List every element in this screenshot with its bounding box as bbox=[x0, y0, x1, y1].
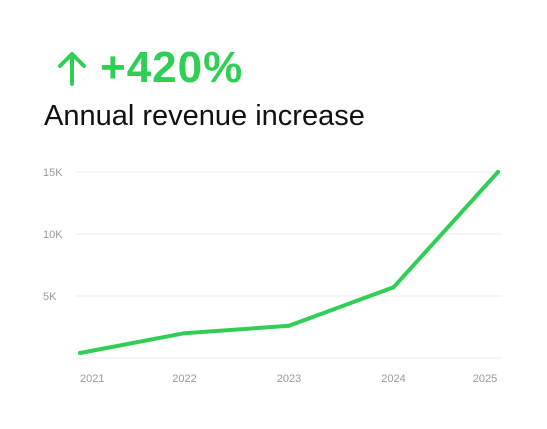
gridlines bbox=[76, 171, 502, 359]
data-point bbox=[496, 170, 500, 174]
metric-value: +420% bbox=[100, 43, 244, 92]
headline: +420% bbox=[54, 44, 243, 92]
x-tick-label: 2025 bbox=[473, 373, 497, 385]
x-axis-tick-labels: 2021 2022 2023 2024 2025 bbox=[80, 373, 497, 385]
x-tick-label: 2021 bbox=[80, 373, 104, 385]
y-tick-label: 15K bbox=[43, 167, 63, 179]
x-tick-label: 2023 bbox=[277, 373, 301, 385]
chart-subtitle: Annual revenue increase bbox=[44, 100, 365, 132]
y-tick-label: 5K bbox=[43, 291, 57, 303]
arrow-up-icon bbox=[54, 48, 90, 88]
y-axis-tick-labels: 5K 10K 15K bbox=[43, 167, 63, 303]
data-point bbox=[182, 331, 187, 336]
data-point bbox=[78, 351, 82, 356]
y-tick-label: 10K bbox=[43, 229, 63, 241]
x-tick-label: 2022 bbox=[172, 373, 196, 385]
series-layer bbox=[78, 170, 500, 356]
x-tick-label: 2024 bbox=[381, 373, 405, 385]
data-point bbox=[287, 323, 291, 328]
data-point bbox=[391, 285, 396, 290]
